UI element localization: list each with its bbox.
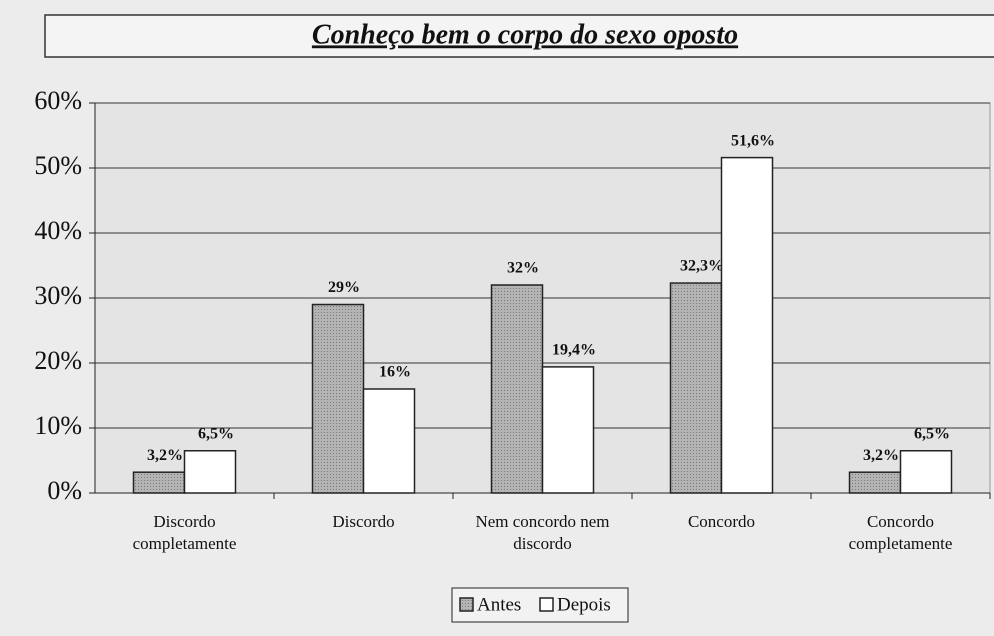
x-tick-label: Nem concordo nem discordo — [475, 512, 610, 553]
y-tick-label: 10% — [34, 411, 82, 440]
legend-label: Depois — [557, 594, 611, 615]
bar — [848, 471, 902, 494]
title-box — [44, 14, 994, 58]
x-tick-label: Discordo completamente — [132, 512, 237, 553]
y-tick-label: 20% — [34, 346, 82, 375]
data-label: 6,5% — [198, 425, 234, 442]
data-label: 32,3% — [680, 258, 724, 275]
data-label: 19,4% — [552, 342, 596, 359]
data-label: 3,2% — [147, 447, 183, 464]
data-label: 3,2% — [863, 447, 899, 464]
bar — [541, 366, 595, 494]
data-label: 51,6% — [731, 132, 775, 149]
y-tick-label: 50% — [34, 151, 82, 180]
chart-title: Conheço bem o corpo do sexo oposto — [312, 19, 738, 50]
data-label: 29% — [328, 279, 360, 296]
bar — [490, 284, 544, 494]
bar — [311, 303, 365, 494]
data-label: 16% — [379, 364, 411, 381]
bar — [720, 156, 774, 494]
y-tick-label: 60% — [34, 86, 82, 115]
bar — [183, 450, 237, 494]
data-label: 6,5% — [914, 425, 950, 442]
x-tick-label: Concordo completamente — [848, 512, 953, 553]
data-label: 32% — [507, 260, 539, 277]
y-tick-label: 40% — [34, 216, 82, 245]
x-tick-label: Discordo — [332, 512, 395, 531]
legend-swatch — [459, 597, 474, 612]
x-tick-label: Concordo — [687, 512, 756, 531]
bar — [899, 450, 953, 494]
bar — [669, 282, 723, 494]
legend-label: Antes — [477, 594, 521, 615]
y-tick-label: 30% — [34, 281, 82, 310]
bar — [362, 388, 416, 494]
y-tick-label: 0% — [47, 476, 82, 505]
bar — [132, 471, 186, 494]
legend-swatch — [539, 597, 554, 612]
